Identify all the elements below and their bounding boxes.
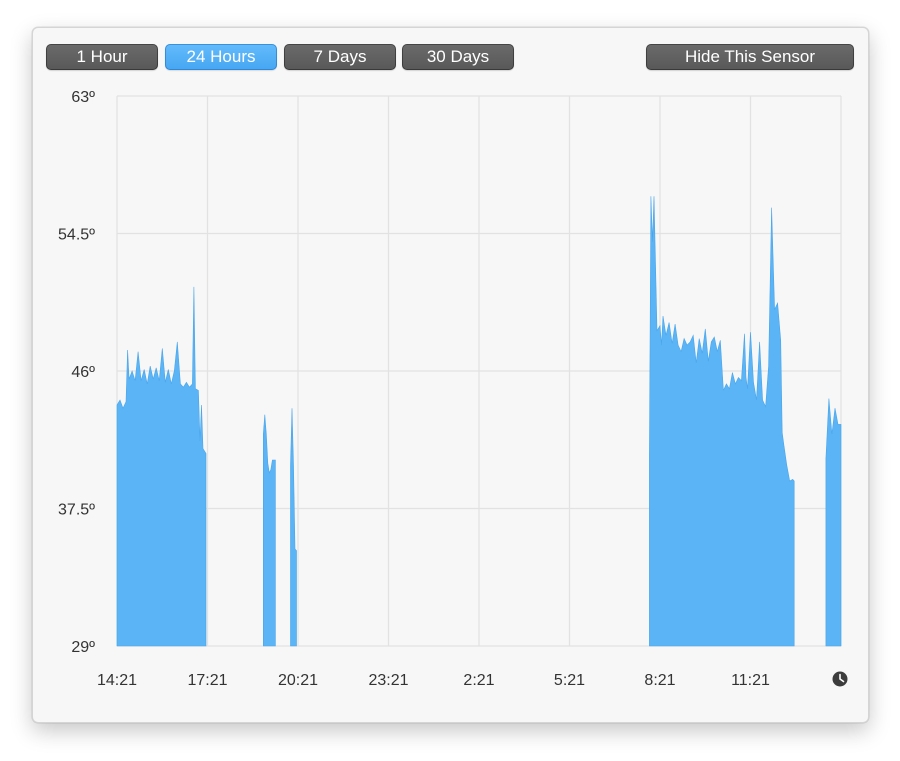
range-1-hour-button[interactable]: 1 Hour — [46, 44, 158, 70]
x-tick-label: 14:21 — [97, 672, 137, 689]
y-tick-label: 29º — [71, 639, 95, 656]
y-tick-label: 46º — [71, 364, 95, 381]
y-tick-label: 37.5º — [58, 502, 95, 519]
x-tick-label: 5:21 — [554, 672, 585, 689]
x-tick-label: 23:21 — [368, 672, 408, 689]
y-tick-label: 63º — [71, 89, 95, 106]
area-segment-2 — [290, 408, 297, 647]
toolbar: 1 Hour 24 Hours 7 Days 30 Days Hide This… — [33, 28, 868, 88]
y-tick-label: 54.5º — [58, 227, 95, 244]
range-30-days-button[interactable]: 30 Days — [402, 44, 514, 70]
range-7-days-button[interactable]: 7 Days — [284, 44, 396, 70]
x-axis-ticks: 14:21 17:21 20:21 23:21 2:21 5:21 8:21 11:21 — [97, 672, 770, 689]
hide-sensor-button[interactable]: Hide This Sensor — [646, 44, 854, 70]
x-tick-label: 11:21 — [731, 672, 770, 689]
x-tick-label: 2:21 — [463, 672, 494, 689]
x-tick-label: 17:21 — [187, 672, 227, 689]
chart-series — [116, 196, 842, 647]
area-segment-4 — [825, 398, 842, 647]
area-segment-0 — [116, 286, 207, 647]
range-24-hours-button[interactable]: 24 Hours — [165, 44, 277, 70]
x-tick-label: 20:21 — [278, 672, 318, 689]
temperature-chart: 63º 54.5º 46º 37.5º 29º 14:21 17:21 20:21 23:21… — [58, 89, 848, 689]
area-segment-1 — [263, 414, 276, 647]
clock-icon[interactable] — [832, 671, 848, 687]
y-axis-ticks: 63º 54.5º 46º 37.5º 29º — [58, 89, 95, 656]
sensor-window: 1 Hour 24 Hours 7 Days 30 Days Hide This… — [32, 27, 869, 723]
x-tick-label: 8:21 — [644, 672, 675, 689]
area-segment-3 — [649, 196, 795, 647]
